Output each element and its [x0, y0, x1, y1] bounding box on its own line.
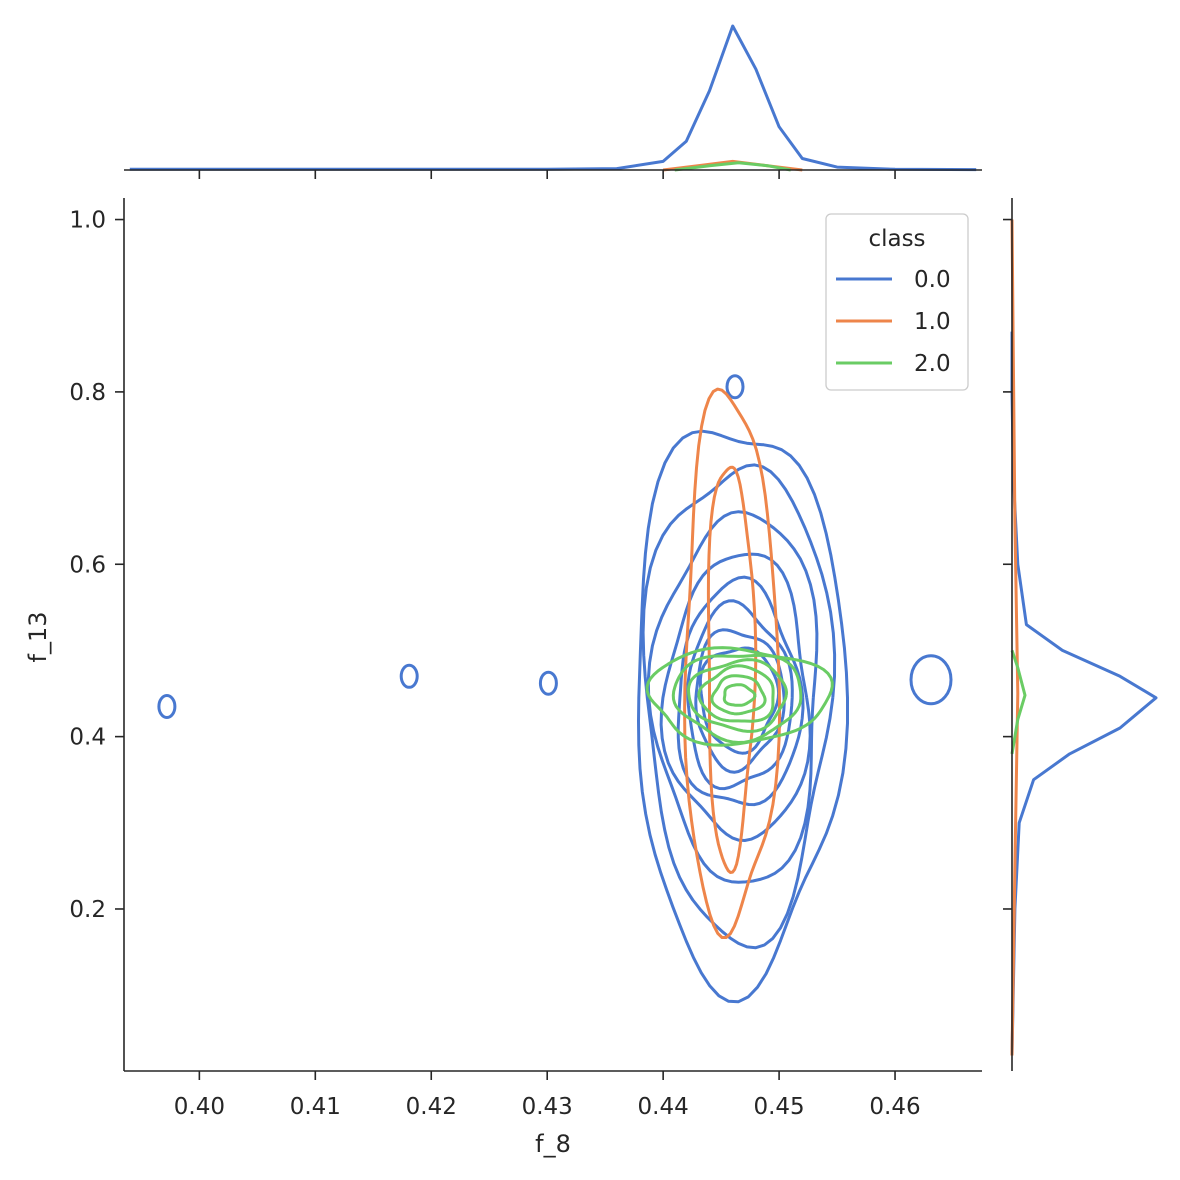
contour-2.0-level-1: [710, 674, 767, 716]
marginal-x-2.0: [674, 161, 791, 172]
legend-frame: [825, 213, 969, 391]
legend-label-2.0: 2.0: [914, 351, 951, 377]
x-tick-label: 0.44: [638, 1094, 689, 1120]
contour-2.0-level-3: [687, 658, 788, 733]
right-marginal-kde: [1010, 219, 1158, 1056]
legend: class 0.0 1.0 2.0: [825, 213, 969, 391]
y-axis-label: f_13: [24, 612, 52, 663]
contour-0.0-level-6: [641, 463, 837, 950]
contour-0.0-island-1: [399, 663, 419, 689]
y-tick-label: 1.0: [69, 208, 106, 234]
x-tick-label: 0.41: [290, 1094, 341, 1120]
marginal-y-2.0: [1010, 649, 1027, 755]
x-tick-label: 0.40: [174, 1094, 225, 1120]
contour-0.0-level-4: [659, 552, 812, 842]
contour-0.0-island-3: [725, 374, 745, 400]
x-tick-label: 0.42: [406, 1094, 457, 1120]
legend-label-1.0: 1.0: [914, 309, 951, 335]
x-tick-label: 0.43: [522, 1094, 573, 1120]
top-marginal-kde: [129, 24, 977, 172]
marginal-y-0.0: [1010, 331, 1158, 1056]
y-tick-label: 0.6: [69, 552, 106, 578]
x-tick-label: 0.45: [753, 1094, 804, 1120]
x-axis-label: f_8: [535, 1130, 571, 1158]
contour-0.0-level-1: [694, 628, 786, 774]
contour-2.0-level-5: [645, 646, 834, 747]
y-tick-label: 0.8: [69, 380, 106, 406]
x-tick-label: 0.46: [869, 1094, 920, 1120]
marginal-x-0.0: [129, 24, 977, 172]
contour-2.0-level-0: [722, 683, 757, 707]
joint-contour-area: [157, 374, 953, 1004]
contour-0.0-island-0: [157, 694, 177, 719]
axes: 0.40 0.41 0.42 0.43 0.44 0.45 0.46 0.2 0.4 0.6 0.8…: [69, 169, 1013, 1120]
contour-0.0-island-2: [538, 670, 558, 696]
y-tick-label: 0.2: [69, 897, 106, 923]
y-tick-label: 0.4: [69, 725, 106, 751]
contour-0.0-level-7: [637, 429, 849, 1004]
contour-1.0-level-1: [683, 387, 782, 939]
legend-title: class: [868, 226, 925, 252]
marginal-y-1.0: [1010, 219, 1020, 1056]
contour-1.0-level-0: [706, 465, 758, 874]
legend-label-0.0: 0.0: [914, 267, 951, 293]
contour-0.0-level-3: [676, 575, 805, 807]
contour-0.0-island-4: [909, 654, 953, 706]
contour-2.0-level-2: [697, 664, 775, 723]
